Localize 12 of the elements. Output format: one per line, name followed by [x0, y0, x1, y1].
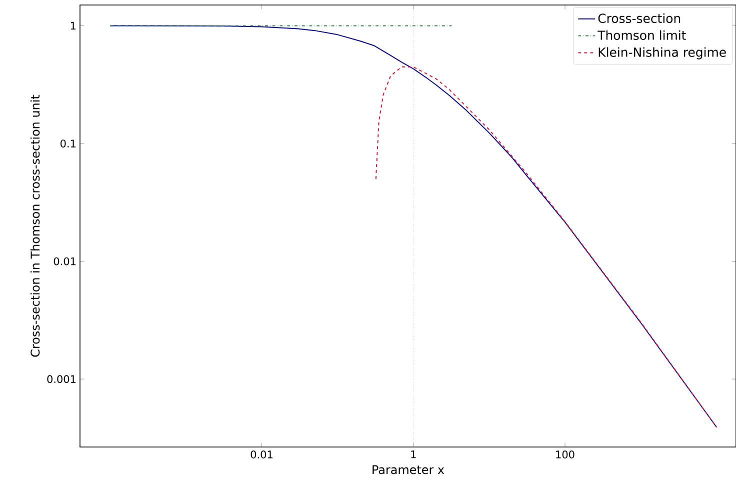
x-tick-label: 1: [411, 450, 416, 458]
legend-label: Thomson limit: [598, 30, 686, 40]
x-axis-title: Parameter x: [372, 465, 444, 474]
y-tick-label: 1: [70, 22, 76, 30]
legend-label: Klein-Nishina regime: [598, 47, 726, 60]
x-tick-label: 0.01: [250, 450, 272, 458]
y-tick-label: 0.001: [47, 375, 76, 384]
legend-label: Cross-section: [598, 13, 680, 24]
x-tick-label: 100: [556, 450, 574, 458]
y-tick-label: 0.1: [60, 140, 76, 148]
y-tick-label: 0.01: [54, 257, 76, 266]
y-axis-title: Cross-section in Thomson cross-section unit: [30, 94, 40, 357]
